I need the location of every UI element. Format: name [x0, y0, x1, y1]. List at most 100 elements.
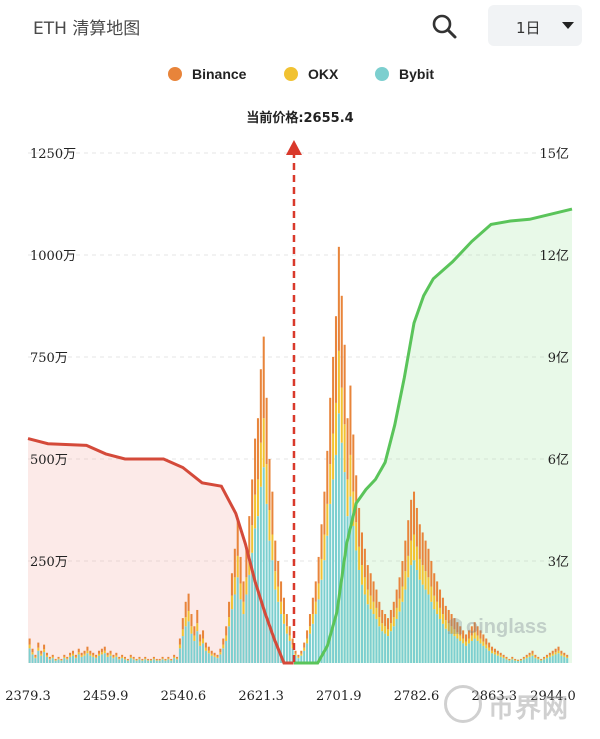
- bar-okx: [228, 617, 231, 627]
- x-tick-label: 2782.6: [394, 689, 440, 704]
- bar-bybit: [80, 656, 83, 663]
- bar-okx: [239, 583, 242, 600]
- bar-okx: [311, 614, 314, 624]
- bar-binance: [427, 548, 430, 578]
- bar-okx: [118, 658, 121, 660]
- bar-bybit: [363, 594, 366, 663]
- bar-binance: [28, 638, 31, 645]
- bar-bybit: [392, 626, 395, 663]
- bar-okx: [415, 546, 418, 570]
- bar-bybit: [216, 658, 219, 663]
- bar-bybit: [121, 658, 124, 663]
- bar-bybit: [465, 645, 468, 663]
- bar-bybit: [545, 658, 548, 663]
- bar-binance: [43, 644, 46, 650]
- bar-okx: [40, 653, 43, 656]
- bar-bybit: [282, 623, 285, 663]
- legend-item-okx[interactable]: OKX: [284, 62, 338, 86]
- legend-swatch-okx: [284, 67, 298, 81]
- bar-binance: [401, 561, 404, 587]
- bar-bybit: [482, 645, 485, 663]
- header: ETH 清算地图 1日: [0, 0, 600, 52]
- bar-binance: [77, 648, 80, 653]
- bar-bybit: [560, 655, 563, 663]
- bar-binance: [456, 622, 459, 633]
- bar-bybit: [502, 658, 505, 663]
- bar-okx: [462, 638, 465, 644]
- bar-okx: [334, 402, 337, 455]
- legend-item-bybit[interactable]: Bybit: [375, 62, 434, 86]
- y-left-tick-label: 500万: [30, 453, 68, 468]
- bar-bybit: [386, 636, 390, 663]
- bar-binance: [517, 659, 520, 661]
- bar-okx: [566, 656, 569, 659]
- bar-bybit: [424, 589, 427, 663]
- bar-bybit: [369, 609, 372, 663]
- short-liquidation-area: [293, 209, 572, 663]
- bar-binance: [123, 656, 127, 659]
- bar-bybit: [150, 660, 153, 663]
- bar-binance: [522, 656, 525, 659]
- bar-binance: [421, 532, 424, 566]
- time-range-select[interactable]: 1日: [488, 5, 582, 46]
- bar-bybit: [470, 640, 473, 663]
- bar-okx: [398, 598, 401, 612]
- bar-okx: [92, 655, 95, 657]
- bar-okx: [132, 658, 135, 660]
- y-right-tick-label: 3亿: [548, 555, 569, 570]
- bar-binance: [358, 507, 361, 547]
- bar-bybit: [43, 651, 46, 663]
- bar-okx: [123, 658, 127, 660]
- bar-bybit: [265, 503, 268, 663]
- bar-okx: [43, 649, 46, 652]
- bar-bybit: [236, 577, 239, 663]
- bar-okx: [436, 601, 439, 615]
- bar-okx: [48, 658, 51, 660]
- bar-bybit: [450, 633, 453, 663]
- x-tick-label: 2621.3: [238, 689, 284, 704]
- search-icon[interactable]: [430, 12, 458, 40]
- bar-binance: [511, 656, 514, 659]
- bar-binance: [300, 650, 303, 654]
- bar-bybit: [352, 525, 355, 663]
- bar-binance: [132, 656, 135, 659]
- bar-binance: [274, 540, 277, 572]
- bar-okx: [349, 454, 352, 497]
- bar-binance: [288, 626, 291, 636]
- bar-binance: [430, 561, 433, 587]
- bar-bybit: [563, 656, 566, 663]
- bar-binance: [193, 626, 196, 636]
- bar-bybit: [401, 601, 404, 663]
- bar-okx: [74, 656, 77, 659]
- bar-okx: [485, 644, 488, 649]
- bar-binance: [372, 581, 375, 602]
- watermark-coin-icon: [444, 685, 482, 723]
- x-tick-label: 2701.9: [316, 689, 362, 704]
- bar-okx: [467, 638, 470, 644]
- bar-binance: [528, 652, 531, 656]
- bar-binance: [366, 565, 369, 590]
- bar-binance: [320, 524, 323, 559]
- bar-bybit: [204, 650, 207, 663]
- bar-binance: [447, 609, 450, 624]
- bar-okx: [407, 555, 410, 578]
- bar-okx: [259, 442, 262, 487]
- legend-item-binance[interactable]: Binance: [168, 62, 246, 86]
- bar-okx: [447, 623, 450, 632]
- bar-binance: [187, 593, 190, 611]
- bar-bybit: [407, 577, 410, 663]
- bar-bybit: [389, 631, 392, 663]
- bar-bybit: [453, 636, 456, 663]
- legend-label-okx: OKX: [308, 66, 339, 82]
- bar-binance: [453, 618, 456, 630]
- bar-binance: [436, 581, 439, 602]
- bar-bybit: [410, 565, 413, 663]
- bar-bybit: [48, 659, 51, 663]
- bar-okx: [340, 387, 343, 443]
- bar-okx: [280, 601, 283, 615]
- bar-okx: [256, 479, 259, 517]
- bar-bybit: [245, 594, 248, 663]
- bar-okx: [450, 626, 453, 634]
- bar-okx: [262, 418, 265, 468]
- bar-bybit: [28, 648, 31, 663]
